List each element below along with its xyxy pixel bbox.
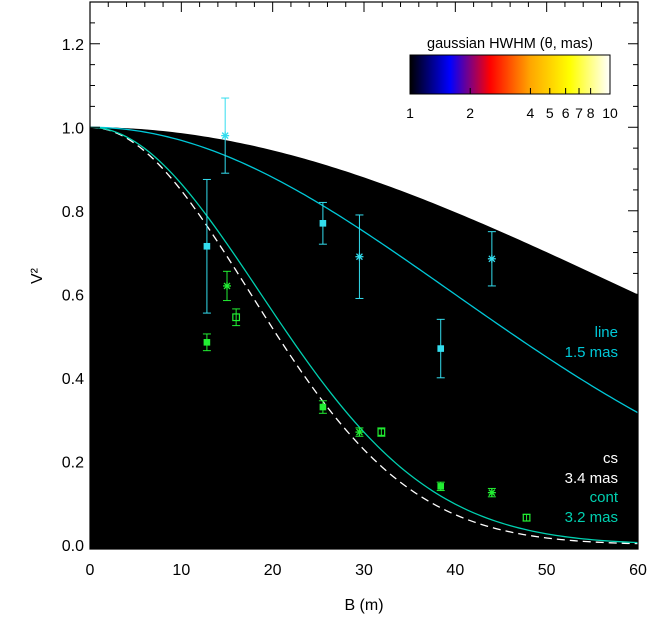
hwhm-model-fill — [90, 127, 638, 549]
data-point-2009-04-25 — [202, 178, 211, 314]
x-tick-label: 40 — [446, 562, 464, 579]
marker-square — [203, 242, 211, 250]
y-tick-label: 1.2 — [62, 37, 84, 54]
data-point-2009-02-28 — [487, 487, 496, 498]
marker-square — [114, 460, 122, 468]
curve-value-cs: 3.4 mas — [565, 470, 618, 487]
colorbar-tick-label: 7 — [575, 105, 583, 121]
model-curve-line — [90, 126, 638, 414]
data-points — [202, 97, 531, 522]
curve-label-line: line — [595, 324, 618, 341]
y-tick-label: 0.0 — [62, 538, 84, 555]
y-tick-label: 1.0 — [62, 120, 84, 137]
colorbar-ticks: 1 2 4 5 6 7 8 10 — [406, 88, 618, 121]
data-point-2009-02-28 — [487, 231, 496, 287]
marker-square — [437, 483, 445, 490]
data-point-2009-04-25 — [318, 400, 327, 414]
data-point-2009-11-15 — [522, 513, 531, 522]
marker-square — [203, 339, 211, 346]
legend-entry-2009-11-15: 2009-11-15 — [144, 484, 225, 501]
colorbar: gaussian HWHM (θ, mas) 1 2 4 5 6 7 8 10 — [406, 36, 618, 121]
y-tick-label: 0.4 — [62, 371, 84, 388]
x-tick-label: 20 — [264, 562, 282, 579]
data-point-2009-04-25 — [436, 318, 445, 379]
curve-value-line: 1.5 mas — [565, 344, 618, 361]
colorbar-tick-label: 1 — [406, 105, 414, 121]
model-curves — [90, 126, 638, 545]
marker-stroke — [221, 132, 229, 140]
data-point-2009-11-15 — [377, 427, 386, 437]
marker-stroke — [223, 282, 231, 290]
data-point-2009-02-28 — [221, 97, 230, 174]
marker-stroke — [114, 432, 122, 440]
colorbar-tick-label: 4 — [527, 105, 535, 121]
curve-label-cs: cs — [603, 450, 618, 467]
curve-label-cont: cont — [590, 489, 619, 506]
colorbar-tick-label: 6 — [562, 105, 570, 121]
marker-open-square — [232, 313, 241, 322]
x-axis-label: B (m) — [344, 597, 383, 614]
y-tick-label: 0.2 — [62, 454, 84, 471]
legend-entry-2009-02-28: 2009-02-28 — [144, 428, 226, 445]
data-point-2009-02-28 — [223, 270, 231, 302]
colorbar-tick-label: 10 — [602, 105, 618, 121]
colorbar-tick-label: 2 — [466, 105, 474, 121]
marker-square — [319, 403, 327, 411]
data-point-2009-04-25 — [202, 333, 211, 352]
colorbar-tick-label: 8 — [587, 105, 595, 121]
data-point-2009-04-25 — [436, 481, 445, 492]
x-tick-label: 10 — [172, 562, 190, 579]
marker-stroke — [355, 428, 363, 436]
data-point-2009-02-28 — [355, 427, 364, 437]
y-axis-label: V² — [29, 267, 46, 284]
marker-stroke — [488, 255, 496, 263]
marker-square — [319, 220, 327, 227]
marker-open-square — [114, 488, 122, 496]
y-tick-label: 0.8 — [62, 204, 84, 221]
curve-value-cont: 3.2 mas — [565, 509, 618, 526]
marker-open-square — [522, 513, 531, 522]
y-tick-label: 0.6 — [62, 287, 84, 304]
marker-square — [437, 345, 445, 352]
model-curve-cont — [90, 126, 638, 544]
hwhm-band — [90, 127, 638, 549]
colorbar-tick-label: 5 — [546, 105, 554, 121]
data-point-2009-04-25 — [318, 201, 327, 245]
marker-open-square — [377, 428, 386, 436]
colorbar-bar — [409, 54, 611, 95]
colorbar-title: gaussian HWHM (θ, mas) — [427, 36, 593, 52]
x-tick-label: 50 — [538, 562, 556, 579]
data-point-2009-02-28 — [355, 214, 364, 299]
marker-stroke — [488, 489, 496, 497]
x-tick-label: 30 — [355, 562, 373, 579]
model-curve-labels: line 1.5 mas cs 3.4 mas cont 3.2 mas — [565, 324, 619, 526]
legend-entry-2009-04-25: 2009-04-25 — [144, 456, 226, 473]
marker-stroke — [355, 253, 363, 261]
legend: 2009-02-28 2009-04-25 2009-11-15 — [114, 428, 226, 501]
axes: 0 10 20 30 40 50 60 0.0 0.2 0.4 0.6 0.8 1.0 1.2 — [62, 2, 647, 579]
x-tick-label: 60 — [629, 562, 647, 579]
model-curve-cs — [90, 126, 638, 545]
x-tick-label: 0 — [86, 562, 95, 579]
data-point-2009-11-15 — [232, 308, 241, 327]
